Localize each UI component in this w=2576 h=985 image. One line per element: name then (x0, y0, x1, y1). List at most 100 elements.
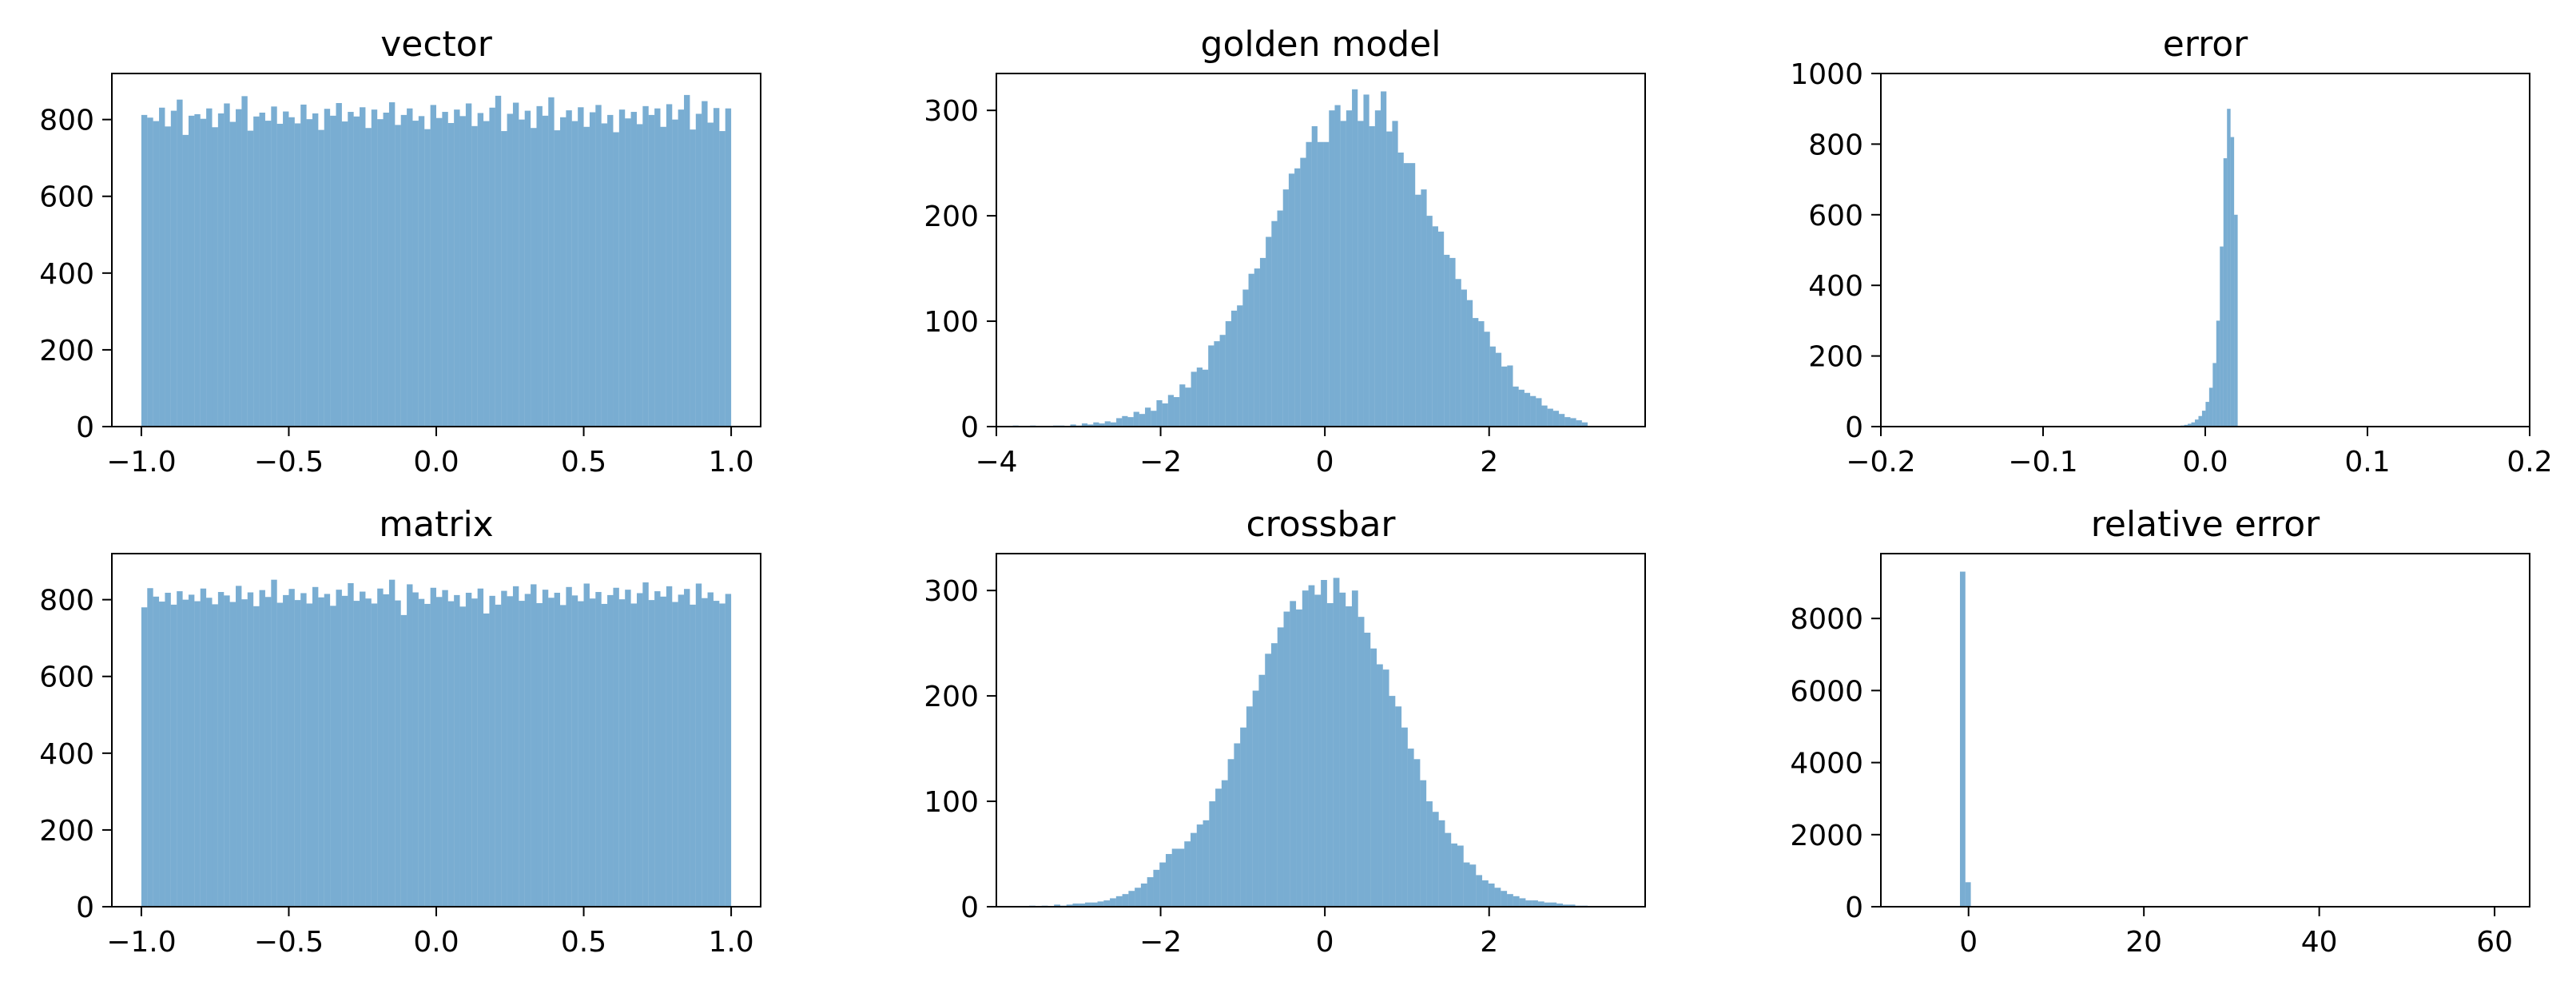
bar-matrix-49 (430, 587, 436, 907)
bar-matrix-24 (283, 594, 289, 907)
bar-crossbar-7 (1072, 904, 1079, 907)
bar-error-89 (2198, 415, 2202, 427)
bar-vector-93 (690, 129, 696, 427)
bar-crossbar-22 (1165, 854, 1172, 907)
bar-golden-model-35 (1214, 341, 1220, 427)
bar-matrix-93 (690, 604, 696, 907)
axes-frame-crossbar (996, 553, 1646, 908)
subplot-relative-error: relative error 0 20 40 60 0 2000 4000 6000 8000 (1790, 504, 2530, 959)
bar-crossbar-30 (1215, 788, 1222, 907)
bar-vector-96 (707, 122, 714, 427)
bar-matrix-17 (241, 599, 248, 907)
bar-golden-model-48 (1288, 173, 1295, 427)
bar-crossbar-15 (1122, 894, 1129, 907)
bar-golden-model-30 (1185, 387, 1191, 427)
bar-matrix-99 (725, 594, 732, 907)
bar-golden-model-10 (1070, 424, 1076, 427)
y-tick-label-golden-model-2: 200 (924, 201, 979, 233)
bar-matrix-83 (630, 603, 637, 907)
bar-matrix-74 (578, 601, 584, 907)
bar-golden-model-56 (1334, 105, 1341, 427)
bar-golden-model-22 (1139, 414, 1146, 427)
x-tick-label-error-0: −0.2 (1846, 446, 1915, 479)
bar-vector-64 (519, 119, 525, 427)
bar-crossbar-35 (1246, 706, 1253, 907)
bar-vector-53 (454, 109, 460, 427)
bar-matrix-52 (447, 601, 455, 907)
bar-crossbar-81 (1532, 900, 1538, 907)
bar-matrix-50 (436, 597, 443, 907)
bar-crossbar-31 (1221, 780, 1228, 907)
bar-golden-model-39 (1237, 305, 1243, 427)
bar-crossbar-72 (1476, 875, 1483, 907)
bar-error-97 (2227, 109, 2231, 427)
bar-error-86 (2188, 423, 2192, 427)
y-tick-label-relative-error-3: 6000 (1790, 675, 1863, 708)
bar-golden-model-64 (1381, 91, 1387, 427)
x-tick-label-vector-3: 0.5 (561, 446, 606, 479)
y-tick-label-golden-model-0: 0 (960, 411, 979, 444)
bar-golden-model-25 (1156, 400, 1163, 427)
bar-vector-33 (336, 102, 342, 427)
bar-golden-model-81 (1478, 321, 1485, 427)
bar-matrix-64 (519, 601, 525, 907)
bar-golden-model-69 (1409, 163, 1416, 427)
x-tick-label-vector-0: −1.0 (106, 446, 176, 479)
bar-matrix-25 (288, 589, 295, 907)
bar-golden-model-96 (1564, 417, 1571, 427)
bar-vector-38 (365, 128, 372, 427)
bar-vector-46 (412, 121, 419, 427)
bar-crossbar-16 (1128, 891, 1135, 907)
bar-vector-67 (536, 105, 543, 427)
y-tick-label-crossbar-3: 300 (924, 575, 979, 608)
bar-golden-model-74 (1437, 231, 1445, 427)
bar-crossbar-77 (1507, 894, 1513, 907)
bar-crossbar-76 (1501, 891, 1508, 907)
bar-crossbar-36 (1252, 690, 1259, 907)
bar-crossbar-80 (1525, 900, 1532, 907)
bar-vector-66 (531, 128, 537, 427)
bar-golden-model-27 (1167, 395, 1175, 427)
bar-matrix-97 (713, 601, 720, 907)
bar-vector-0 (141, 114, 148, 427)
y-tick-label-error-4: 800 (1808, 129, 1863, 161)
bar-vector-17 (241, 96, 248, 427)
bar-golden-model-58 (1346, 110, 1353, 427)
bar-matrix-12 (212, 604, 218, 907)
bar-matrix-11 (206, 598, 213, 907)
bar-vector-83 (630, 112, 637, 427)
bar-matrix-22 (271, 579, 277, 907)
bar-crossbar-10 (1091, 902, 1098, 907)
y-tick-label-relative-error-4: 8000 (1790, 603, 1863, 636)
bar-vector-11 (206, 108, 213, 427)
bar-matrix-34 (341, 595, 348, 907)
bar-vector-61 (501, 131, 507, 427)
bar-matrix-28 (306, 603, 312, 907)
bar-crossbar-58 (1389, 696, 1396, 907)
bar-vector-99 (725, 108, 732, 427)
bar-matrix-40 (377, 588, 384, 907)
x-tick-label-error-1: −0.1 (2008, 446, 2077, 479)
bar-crossbar-39 (1270, 643, 1278, 907)
bar-matrix-16 (236, 586, 242, 907)
bar-crossbar-42 (1290, 601, 1297, 907)
x-tick-label-relative-error-0: 0 (1959, 926, 1978, 959)
bar-golden-model-45 (1271, 220, 1278, 427)
bar-golden-model-60 (1358, 121, 1364, 427)
bar-golden-model-29 (1179, 384, 1186, 427)
bar-vector-9 (194, 113, 201, 427)
bar-golden-model-28 (1174, 397, 1180, 427)
bar-golden-model-46 (1277, 210, 1283, 427)
bar-matrix-87 (654, 591, 661, 907)
bar-vector-27 (300, 104, 307, 427)
bar-crossbar-84 (1550, 902, 1557, 907)
bar-matrix-59 (489, 595, 495, 907)
bar-error-88 (2195, 419, 2199, 427)
bar-matrix-38 (365, 598, 372, 907)
bar-crossbar-11 (1097, 901, 1104, 907)
bar-matrix-20 (259, 590, 265, 907)
bar-crossbar-49 (1333, 578, 1340, 907)
bar-crossbar-28 (1203, 820, 1210, 907)
bar-vector-58 (483, 121, 490, 427)
